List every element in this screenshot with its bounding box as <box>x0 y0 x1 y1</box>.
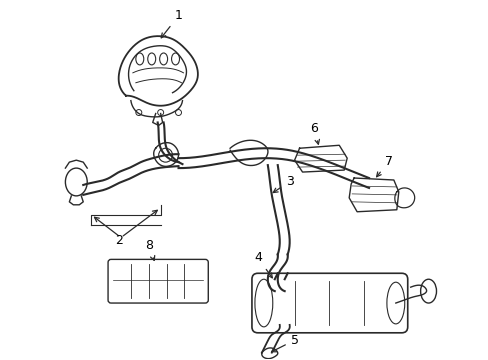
Text: 2: 2 <box>115 234 122 247</box>
Text: 8: 8 <box>144 239 154 260</box>
Text: 7: 7 <box>376 155 392 177</box>
Text: 4: 4 <box>253 251 272 278</box>
Text: 1: 1 <box>161 9 182 38</box>
Text: 6: 6 <box>310 122 319 144</box>
Text: 3: 3 <box>273 175 293 193</box>
Text: 5: 5 <box>271 334 298 352</box>
